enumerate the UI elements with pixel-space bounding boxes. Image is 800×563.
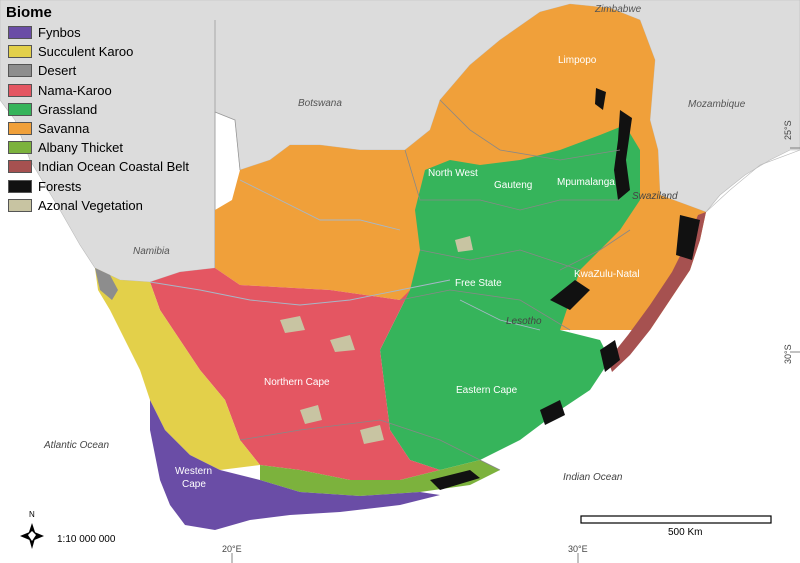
ocean-label-atlantic: Atlantic Ocean [44,440,110,451]
legend-swatch [8,64,32,78]
legend-swatch [8,141,32,155]
country-label-mozambique: Mozambique [688,99,746,110]
legend-swatch [8,179,32,193]
coord-lon-30: 30°E [568,544,588,554]
province-label-free-state: Free State [455,278,502,289]
legend: Biome Fynbos Succulent Karoo Desert Nama-Ka… [0,0,224,215]
province-label-western-cape-line1: Western [175,466,213,477]
province-borders [239,99,631,471]
legend-item: Nama-Karoo [4,81,224,100]
legend-item: Azonal Vegetation [4,196,224,215]
legend-label: Fynbos [38,25,81,41]
province-label-western-cape-line2: Cape [182,479,206,490]
coord-lat-30: 30°S [783,344,793,364]
scale-ratio: 1:10 000 000 [57,534,116,545]
legend-label: Grassland [38,101,98,117]
legend-label: Forests [38,178,82,194]
biome-grassland [380,125,640,470]
legend-swatch [8,45,32,59]
legend-swatch [8,160,32,174]
legend-label: Nama-Karoo [38,82,112,98]
legend-item: Grassland [4,100,224,119]
biome-indian-ocean-coastal-belt [608,212,706,372]
legend-label: Albany Thicket [38,140,124,156]
rivers [149,179,541,331]
legend-label: Indian Ocean Coastal Belt [38,159,190,175]
legend-label: Azonal Vegetation [38,197,143,213]
botswana-border [214,111,241,171]
biome-azonal-vegetation [280,236,473,444]
mozambique-coast [705,149,800,213]
legend-item: Desert [4,61,224,80]
country-label-namibia: Namibia [133,246,170,257]
legend-item: Albany Thicket [4,138,224,157]
north-arrow [20,523,44,549]
country-label-botswana: Botswana [298,98,342,109]
province-label-northern-cape: Northern Cape [264,377,330,388]
province-label-kwazulu-natal: KwaZulu-Natal [574,269,640,280]
province-label-limpopo: Limpopo [558,55,597,66]
legend-item: Forests [4,177,224,196]
legend-title: Biome [6,4,52,21]
province-label-north-west: North West [428,168,478,179]
north-arrow-label: N [29,510,35,519]
coord-lon-20: 20°E [222,544,242,554]
province-label-eastern-cape: Eastern Cape [456,385,518,396]
biome-fynbos [150,400,440,530]
legend-label: Savanna [38,121,90,137]
legend-item: Indian Ocean Coastal Belt [4,157,224,176]
legend-label: Desert [38,63,77,79]
country-label-zimbabwe: Zimbabwe [595,4,642,15]
province-label-mpumalanga: Mpumalanga [557,177,615,188]
scale-bar [580,515,772,524]
biome-desert [95,268,118,300]
biome-nama-karoo [150,268,440,480]
legend-item: Savanna [4,119,224,138]
legend-swatch [8,198,32,212]
biome-forests [430,88,700,490]
biome-succulent-karoo [95,268,260,470]
legend-swatch [8,83,32,97]
legend-item: Fynbos [4,23,224,42]
country-label-swaziland: Swaziland [632,191,678,202]
country-label-lesotho: Lesotho [506,316,542,327]
legend-swatch [8,102,32,116]
coord-lat-25: 25°S [783,120,793,140]
ocean-label-indian: Indian Ocean [563,472,623,483]
legend-label: Succulent Karoo [38,44,134,60]
legend-items: Fynbos Succulent Karoo Desert Nama-Karoo Gra… [4,23,224,215]
graticule-ticks [231,147,800,563]
legend-swatch [8,26,32,40]
province-label-gauteng: Gauteng [494,180,533,191]
scale-bar-label: 500 Km [668,527,703,538]
legend-item: Succulent Karoo [4,42,224,61]
legend-swatch [8,122,32,136]
